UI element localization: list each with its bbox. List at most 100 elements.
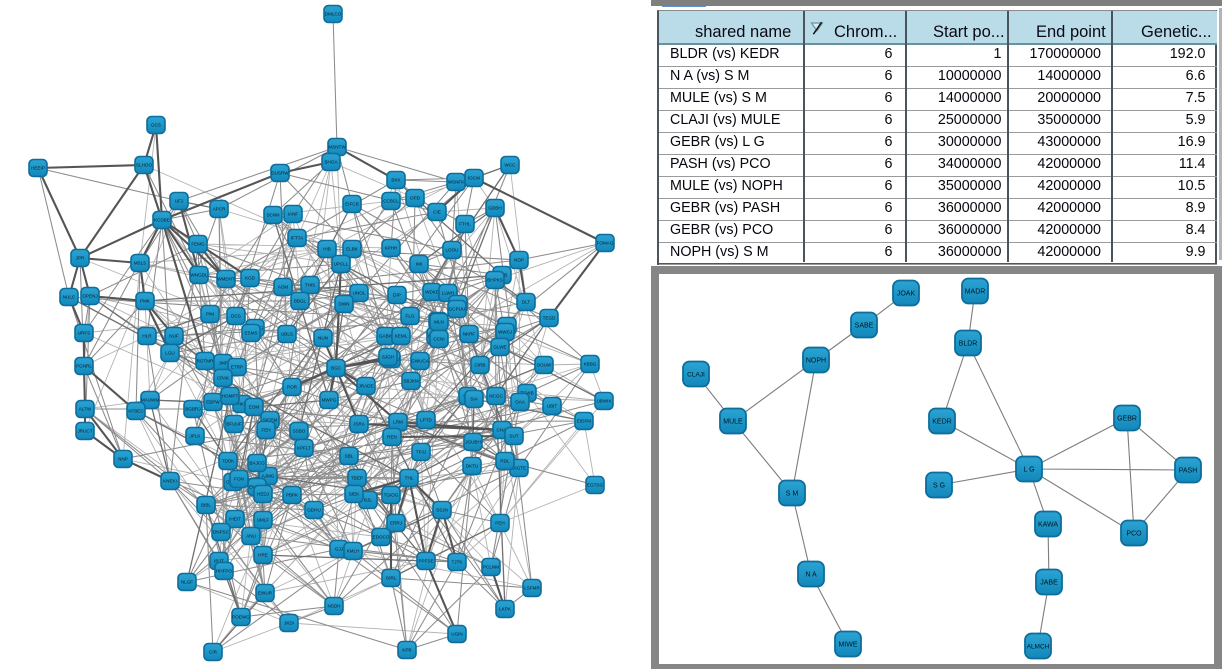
svg-text:GLWE: GLWE [493,345,506,350]
svg-text:OAA: OAA [515,400,526,405]
svg-text:JABE: JABE [1040,579,1058,586]
svg-text:NOPH: NOPH [806,357,826,364]
svg-text:AOM: AOM [278,285,289,290]
svg-text:JOAK: JOAK [897,290,916,297]
svg-text:LOOU: LOOU [445,248,458,253]
svg-text:OPD: OPD [410,196,421,201]
svg-text:PASH: PASH [1179,467,1198,474]
svg-text:EOM: EOM [249,405,260,410]
svg-text:SJGH: SJGH [382,355,394,360]
svg-text:SLHOO: SLHOO [136,163,153,168]
svg-text:UBWIK: UBWIK [596,399,612,404]
svg-text:SIEK: SIEK [349,492,360,497]
svg-text:KMLH: KMLH [347,549,360,554]
svg-text:WMDHT: WMDHT [217,277,235,282]
svg-text:THIS: THIS [305,283,315,288]
svg-text:OPENJ: OPENJ [82,294,97,299]
svg-text:HIB: HIB [323,247,331,252]
svg-text:WDKE: WDKE [425,290,439,295]
svg-text:REN: REN [387,435,397,440]
svg-text:URFS: URFS [78,331,91,336]
svg-text:SUT: SUT [509,434,518,439]
svg-text:JRUCT: JRUCT [77,429,92,434]
svg-text:UFJ: UFJ [175,199,183,204]
svg-text:KFBEC: KFBEC [128,409,144,414]
svg-text:NOP: NOP [514,258,524,263]
svg-text:NULC: NULC [63,295,76,300]
svg-text:KPB: KPB [402,648,411,653]
svg-text:NSDH: NSDH [327,604,340,609]
svg-text:KEDR: KEDR [932,418,951,425]
svg-text:IFTTA: IFTTA [291,236,304,241]
svg-text:SIA: SIA [470,397,478,402]
svg-text:WNGDL: WNGDL [190,273,208,278]
svg-text:EGTSG: EGTSG [587,483,604,488]
svg-text:BAJCG: BAJCG [249,461,265,466]
svg-text:N A: N A [805,571,817,578]
svg-text:UBLS: UBLS [281,332,293,337]
svg-text:WWSJ: WWSJ [498,330,512,335]
svg-text:DNPSC: DNPSC [213,530,230,535]
svg-text:CPAK: CPAK [217,376,230,381]
svg-text:LSFMR: LSFMR [524,586,540,591]
svg-text:IRJT: IRJT [214,559,224,564]
svg-text:BHOA: BHOA [324,160,338,165]
svg-text:CIRB: CIRB [475,363,486,368]
svg-text:ALMCH: ALMCH [1027,643,1050,650]
svg-text:TDDK: TDDK [222,459,235,464]
svg-text:BBGL: BBGL [294,299,307,304]
svg-text:ALTW: ALTW [79,407,92,412]
svg-text:PMK: PMK [140,299,151,304]
svg-text:TEGD: TEGD [543,316,556,321]
svg-text:NLGF: NLGF [181,580,193,585]
svg-text:ELBK: ELBK [346,247,359,252]
svg-text:BGBRJ: BGBRJ [185,407,200,412]
svg-text:KAWA: KAWA [1038,521,1058,528]
svg-text:GWUCA: GWUCA [411,359,430,364]
svg-text:NCGC: NCGC [489,394,503,399]
svg-text:EWUR: EWUR [258,591,273,596]
svg-text:UMLF: UMLF [257,518,270,523]
svg-text:CIR: CIR [209,650,218,655]
svg-text:GCS: GCS [151,123,161,128]
svg-text:NUF: NUF [169,334,179,339]
svg-text:IANF: IANF [288,212,299,217]
svg-text:SSBO: SSBO [293,429,306,434]
svg-text:KGD: KGD [245,276,256,281]
svg-text:GDHU: GDHU [307,508,321,513]
svg-text:TBEP: TBEP [351,476,363,481]
svg-text:GJJ: GJJ [335,547,343,552]
svg-text:CIE: CIE [433,210,441,215]
svg-text:HRE: HRE [258,553,268,558]
svg-text:OOUW: OOUW [537,363,552,368]
svg-text:NUN: NUN [318,336,328,341]
svg-text:JMF: JMF [219,361,228,366]
svg-text:FLG: FLG [406,314,415,319]
svg-text:FEMG: FEMG [191,242,205,247]
svg-text:BGC: BGC [331,366,342,371]
svg-text:MAUWM: MAUWM [141,398,160,403]
svg-text:THL: THL [405,476,414,481]
svg-text:SICEM: SICEM [263,418,278,423]
svg-text:PGNRL: PGNRL [76,364,92,369]
svg-text:DIP: DIP [393,293,401,298]
svg-text:IHEIT: IHEIT [229,517,241,522]
svg-text:IOCW: IOCW [468,176,481,181]
svg-text:JPR: JPR [76,256,85,261]
svg-text:EIFCB: EIFCB [345,202,359,207]
svg-text:APCR: APCR [213,207,226,212]
svg-text:OIRL: OIRL [386,576,397,581]
svg-text:ETRP: ETRP [231,365,243,370]
svg-text:JRADE: JRADE [358,384,373,389]
svg-text:OIGTE: OIGTE [512,466,526,471]
svg-text:CHAI: CHAI [497,428,508,433]
svg-text:KNEKI: KNEKI [163,479,177,484]
svg-text:EDOCO: EDOCO [373,535,390,540]
svg-text:KCDBE: KCDBE [154,218,170,223]
svg-text:PIM: PIM [206,312,214,317]
svg-text:UPCLL: UPCLL [334,262,349,267]
svg-text:HHFPO: HHFPO [216,569,233,574]
svg-text:DLT: DLT [522,300,531,305]
svg-text:LGU: LGU [165,351,174,356]
svg-text:AJMG: AJMG [262,474,275,479]
